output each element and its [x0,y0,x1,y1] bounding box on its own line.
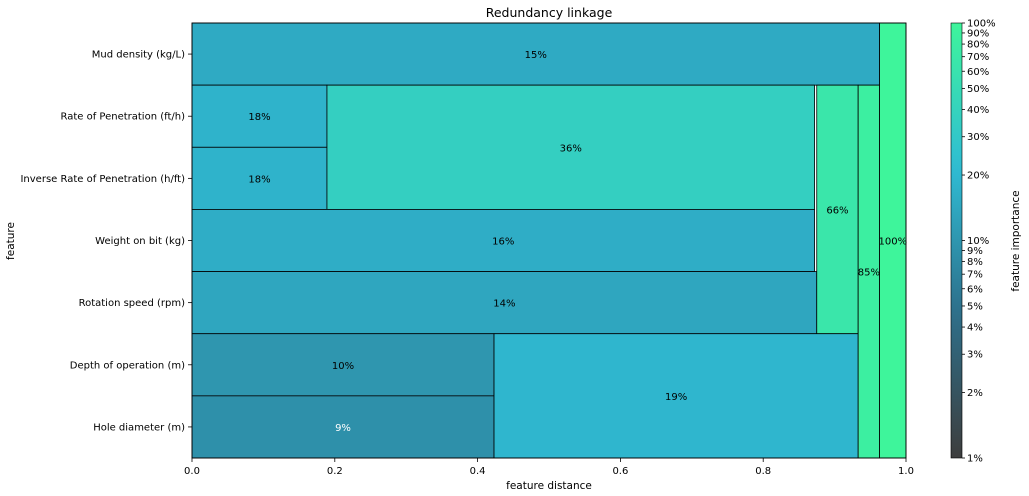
colorbar-tick-label: 9% [967,246,983,257]
colorbar-tick-label: 4% [967,323,983,334]
node-label: 15% [525,50,547,61]
x-tick-label: 0.0 [184,466,200,477]
linkage-node [191,333,495,397]
x-tick-label: 0.8 [755,466,771,477]
linkage-node [326,84,816,210]
colorbar-tick-label: 50% [967,84,989,95]
colorbar: 1% 2% 3% 4% 5% 6% 7% 8%9%10% 20% 30% 40% 50% 60% 70%8… [950,19,996,465]
node-label: 9% [335,423,351,434]
colorbar-tick-label: 60% [967,67,989,78]
x-tick-label: 0.2 [327,466,343,477]
colorbar-tick-label: 7% [967,270,983,281]
linkage-node [191,22,880,86]
node-label: 10% [332,361,354,372]
colorbar-tick-label: 10% [967,236,989,247]
y-tick-label: Rate of Penetration (ft/h) [60,112,185,123]
plot-area: 15% 18% 18% 36% 16% 14% 66% 10% 9% 19% 85% 100% [191,22,907,459]
colorbar-tick-label: 20% [967,171,989,182]
x-tick-label: 0.6 [612,466,628,477]
linkage-node [191,209,816,272]
y-axis-label: feature [5,222,17,260]
colorbar-tick-label: 40% [967,105,989,116]
linkage-node [191,271,818,335]
x-axis: 0.0 0.2 0.4 0.6 0.8 1.0 [184,458,914,477]
node-label: 66% [826,205,848,216]
node-label: 14% [493,299,515,310]
colorbar-tick-label: 5% [967,301,983,312]
node-label: 85% [858,268,880,279]
colorbar-tick-label: 8% [967,257,983,268]
colorbar-tick-label: 100% [967,19,996,30]
colorbar-tick-label: 2% [967,388,983,399]
y-tick-label: Weight on bit (kg) [95,236,185,247]
chart-title: Redundancy linkage [486,5,613,20]
colorbar-tick-label: 6% [967,284,983,295]
linkage-node [191,84,328,148]
x-tick-label: 1.0 [898,466,914,477]
colorbar-tick-label: 80% [967,40,989,51]
colorbar-tick-label: 30% [967,132,989,143]
node-label: 16% [492,237,514,248]
y-tick-label: Depth of operation (m) [70,360,185,371]
y-axis: Mud density (kg/L) Rate of Penetration (f… [20,50,192,433]
y-tick-label: Hole diameter (m) [93,422,185,433]
node-label: 36% [560,143,582,154]
colorbar-label: feature importance [1010,190,1022,291]
y-tick-label: Mud density (kg/L) [92,50,185,61]
x-axis-label: feature distance [506,480,592,492]
node-label: 18% [248,174,270,185]
colorbar-tick-label: 70% [967,52,989,63]
node-label: 18% [248,112,270,123]
node-label: 19% [665,392,687,403]
colorbar-tick-label: 3% [967,350,983,361]
y-tick-label: Rotation speed (rpm) [79,298,185,309]
linkage-node [191,146,328,210]
x-tick-label: 0.4 [470,466,486,477]
node-label: 100% [878,237,907,248]
y-tick-label: Inverse Rate of Penetration (h/ft) [20,174,185,185]
colorbar-tick-label: 1% [967,454,983,465]
colorbar-tick-label: 90% [967,28,989,39]
colorbar-gradient [950,22,963,459]
linkage-node [493,333,859,459]
